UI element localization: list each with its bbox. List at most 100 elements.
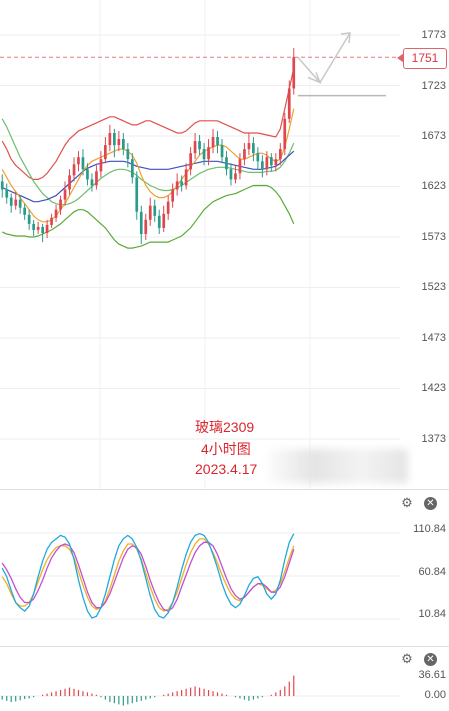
- annotation-symbol: 玻璃2309: [195, 419, 255, 435]
- candle-body: [72, 164, 76, 176]
- candle-body: [108, 133, 112, 146]
- candle-body: [139, 211, 143, 234]
- price-tick: 1623: [421, 180, 446, 192]
- candle-body: [104, 145, 107, 160]
- candle-body: [99, 159, 103, 172]
- arrow-head: [340, 32, 351, 44]
- candle-body: [229, 169, 233, 180]
- candle-body: [175, 181, 179, 190]
- main-chart-pane[interactable]: 1773 1723 1673 1623 1573 1523 1473 1423 …: [0, 0, 449, 489]
- candle-body: [90, 179, 94, 186]
- ma-orange-line: [1, 108, 295, 223]
- candle-body: [18, 199, 22, 208]
- candle-body: [54, 209, 58, 218]
- candle-body: [198, 141, 201, 150]
- price-tick: 1723: [421, 80, 446, 92]
- candle-body: [86, 169, 89, 180]
- candle-body: [23, 207, 26, 215]
- candle-body: [287, 88, 291, 119]
- watermark-blur: [268, 449, 408, 483]
- candle-body: [171, 189, 174, 202]
- candle-body: [14, 199, 18, 206]
- candle-body: [27, 214, 31, 224]
- candle-body: [63, 189, 67, 200]
- macd-pane[interactable]: ⚙ ✕ 36.61 0.00: [0, 646, 449, 711]
- candle-body: [131, 159, 134, 178]
- candle-body: [189, 153, 192, 170]
- drawn-projection-arrow: [297, 32, 351, 84]
- gear-icon[interactable]: ⚙: [401, 495, 413, 510]
- candle-body: [180, 181, 183, 186]
- candle-body: [59, 199, 62, 210]
- candle-body: [292, 57, 296, 89]
- candle-body: [220, 145, 224, 158]
- candle-body: [211, 137, 215, 148]
- oscillator-chart[interactable]: [0, 490, 449, 647]
- candle-body: [153, 205, 157, 216]
- annotation-date: 2023.4.17: [195, 461, 258, 477]
- candle-body: [202, 149, 206, 160]
- candle-body: [166, 201, 170, 214]
- candle-body: [274, 159, 278, 166]
- candle-body: [95, 171, 98, 186]
- candle-body: [238, 159, 242, 174]
- candle-body: [234, 173, 237, 180]
- candle-body: [256, 153, 260, 162]
- price-tick: 1423: [421, 382, 446, 394]
- candle-body: [68, 175, 71, 190]
- close-icon[interactable]: ✕: [424, 497, 437, 510]
- candle-body: [36, 226, 40, 230]
- candle-body: [252, 143, 255, 154]
- oscillator-pane[interactable]: ⚙ ✕ 110.84 60.84 10.84: [0, 489, 449, 647]
- candle-body: [247, 143, 251, 150]
- candle-body: [270, 157, 273, 166]
- boll-upper-line: [1, 68, 295, 180]
- candle-body: [193, 141, 197, 154]
- boll-mid-line: [1, 150, 295, 203]
- candle-body: [9, 197, 13, 206]
- ma-green-line: [1, 118, 295, 206]
- macd-tick: 0.00: [424, 689, 446, 701]
- osc-tick: 10.84: [418, 608, 446, 620]
- candle-body: [45, 224, 49, 233]
- candle-body: [184, 169, 188, 186]
- candle-body: [77, 157, 80, 165]
- candle-body: [207, 147, 210, 160]
- gear-icon[interactable]: ⚙: [401, 651, 413, 666]
- annotation-timeframe: 4小时图: [201, 441, 251, 457]
- candle-body: [162, 213, 166, 228]
- candle-body: [135, 177, 139, 212]
- candlestick-chart[interactable]: [0, 0, 449, 489]
- candle-body: [261, 161, 264, 170]
- current-price-tag: 1751: [397, 48, 447, 69]
- candle-body: [243, 149, 246, 160]
- candle-body: [148, 205, 152, 220]
- boll-lower-line: [1, 184, 295, 249]
- candle-body: [283, 118, 287, 150]
- candle-body: [216, 137, 219, 146]
- price-tick: 1773: [421, 29, 446, 41]
- price-tick: 1673: [421, 130, 446, 142]
- arrow-head: [307, 72, 322, 84]
- candle-body: [225, 157, 228, 170]
- osc-d-line: [1, 541, 295, 612]
- candle-body: [279, 149, 282, 160]
- candle-body: [41, 226, 44, 233]
- price-tick: 1373: [421, 433, 446, 445]
- price-tick: 1573: [421, 231, 446, 243]
- candle-body: [32, 223, 35, 230]
- candle-body: [265, 157, 269, 170]
- macd-tick: 36.61: [418, 669, 446, 681]
- osc-k-line: [1, 533, 295, 619]
- osc-tick: 60.84: [418, 566, 446, 578]
- candle-body: [157, 215, 161, 228]
- candle-body: [117, 139, 121, 146]
- candle-body: [122, 139, 125, 150]
- close-icon[interactable]: ✕: [424, 653, 437, 666]
- price-tick: 1523: [421, 281, 446, 293]
- osc-tick: 110.84: [413, 523, 446, 535]
- candle-body: [144, 219, 148, 234]
- macd-chart[interactable]: [0, 647, 449, 711]
- candle-body: [113, 133, 116, 146]
- candle-body: [81, 157, 85, 170]
